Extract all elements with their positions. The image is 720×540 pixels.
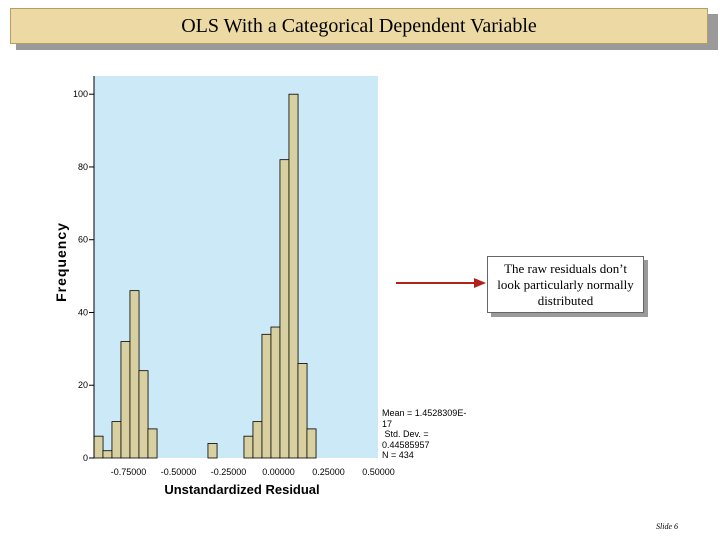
x-tick-label: -0.25000 <box>211 467 247 477</box>
histogram-bar <box>147 428 158 459</box>
y-tick-label: 100 <box>73 89 88 99</box>
histogram-bar <box>111 421 122 459</box>
histogram-bar <box>243 435 254 459</box>
y-tick-label: 40 <box>78 307 88 317</box>
histogram-bar <box>252 421 263 459</box>
y-axis-label: Frequency <box>53 222 69 302</box>
histogram-bar <box>270 326 281 459</box>
x-axis: -0.75000 -0.50000 -0.25000 0.00000 0.25000 0.… <box>111 467 395 477</box>
histogram-bar <box>288 93 299 459</box>
histogram-bar <box>306 428 317 459</box>
slide-title: OLS With a Categorical Dependent Variabl… <box>181 14 537 37</box>
slide-number: Slide 6 <box>656 522 678 531</box>
y-axis: 0 20 40 60 80 100 <box>73 76 95 463</box>
histogram-bar <box>120 341 131 459</box>
stats-n: N = 434 <box>382 450 414 460</box>
x-tick-label: 0.50000 <box>362 467 395 477</box>
summary-statistics: Mean = 1.4528309E- 17 Std. Dev. = 0.4458… <box>382 408 482 461</box>
histogram-bar <box>129 290 140 459</box>
histogram-bar <box>138 370 149 459</box>
callout-note: The raw residuals don’t look particularl… <box>487 256 644 313</box>
stats-std-line1: Std. Dev. = <box>382 429 429 439</box>
x-tick-label: -0.75000 <box>111 467 147 477</box>
histogram-bar <box>102 450 113 459</box>
histogram-bar <box>261 333 272 459</box>
stats-mean-line1: Mean = 1.4528309E- <box>382 408 467 418</box>
stats-mean-line2: 17 <box>382 418 393 429</box>
y-tick-label: 60 <box>78 235 88 245</box>
arrow-right-icon <box>396 278 486 288</box>
stats-std-line2: 0.44585957 <box>382 439 430 450</box>
histogram-bar <box>207 443 218 459</box>
x-axis-label: Unstandardized Residual <box>164 482 319 497</box>
x-tick-label: 0.25000 <box>312 467 345 477</box>
y-tick-label: 0 <box>83 453 88 463</box>
y-tick-label: 20 <box>78 380 88 390</box>
histogram-bar <box>297 363 308 459</box>
title-banner: OLS With a Categorical Dependent Variabl… <box>10 8 708 44</box>
histogram-bar <box>279 159 290 459</box>
x-tick-label: 0.00000 <box>262 467 295 477</box>
histogram-bar <box>93 435 104 459</box>
x-tick-label: -0.50000 <box>161 467 197 477</box>
y-tick-label: 80 <box>78 162 88 172</box>
